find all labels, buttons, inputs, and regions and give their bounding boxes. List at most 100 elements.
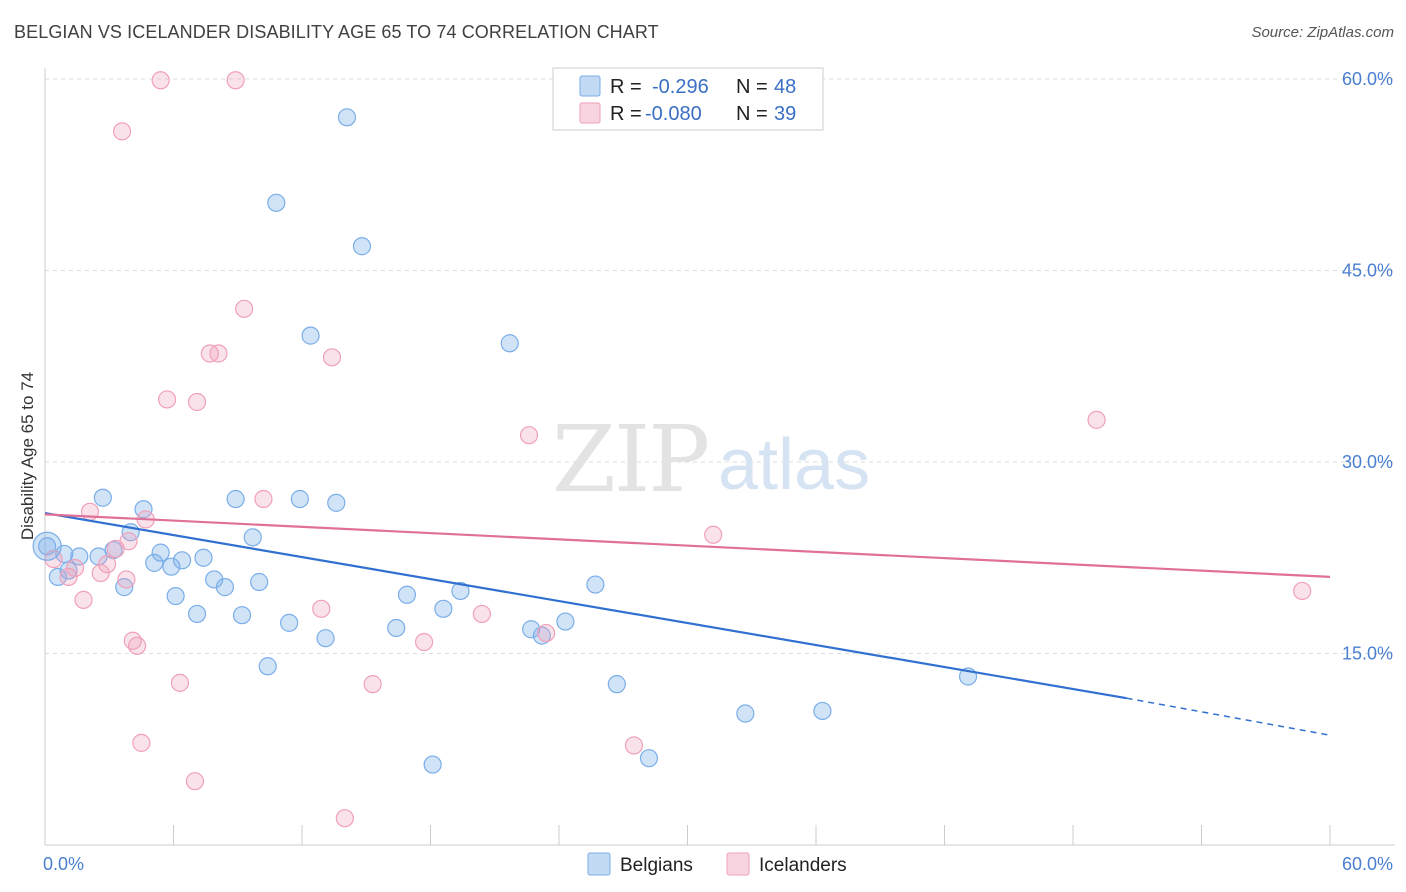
point-icelanders-18 bbox=[185, 772, 205, 791]
point-belgians-36 bbox=[434, 599, 453, 618]
bottom-legend: Belgians Icelanders bbox=[587, 852, 847, 876]
point-belgians-13 bbox=[162, 557, 181, 576]
point-belgians-41 bbox=[556, 612, 575, 631]
y-tick-label-60: 60.0% bbox=[1342, 69, 1393, 89]
point-icelanders-36 bbox=[1293, 581, 1312, 601]
point-icelanders-16 bbox=[157, 390, 177, 409]
point-belgians-24 bbox=[258, 657, 277, 676]
point-belgians-39 bbox=[522, 620, 541, 639]
point-belgians-19 bbox=[215, 578, 234, 597]
point-belgians-29 bbox=[316, 629, 335, 648]
point-belgians-2 bbox=[55, 544, 74, 564]
watermark-zip: ZIP bbox=[552, 406, 708, 513]
point-icelanders-33 bbox=[624, 736, 644, 755]
point-belgians-17 bbox=[194, 548, 213, 567]
point-icelanders-22 bbox=[226, 71, 245, 90]
legend-box: R = -0.296 N = 48 R = -0.080 N = 39 bbox=[552, 67, 824, 131]
point-icelanders-23 bbox=[235, 299, 254, 318]
chart-title: BELGIAN VS ICELANDER DISABILITY AGE 65 T… bbox=[14, 22, 659, 42]
grid-lines bbox=[45, 78, 1395, 654]
bottom-legend-swatch-icelanders bbox=[726, 852, 750, 876]
point-icelanders-13 bbox=[132, 733, 151, 752]
point-icelanders-30 bbox=[472, 604, 491, 624]
legend-r-value-belgians: -0.296 bbox=[652, 76, 709, 98]
y-axis-label: Disability Age 65 to 74 bbox=[18, 372, 37, 540]
x-tick-label-60: 60.0% bbox=[1342, 854, 1393, 874]
point-belgians-42 bbox=[586, 575, 605, 594]
point-icelanders-25 bbox=[312, 599, 331, 618]
axes bbox=[44, 68, 1395, 846]
point-icelanders-24 bbox=[254, 489, 273, 509]
point-belgians-28 bbox=[301, 326, 320, 345]
point-belgians-23 bbox=[250, 572, 269, 592]
point-belgians-25 bbox=[267, 193, 286, 212]
legend-frame bbox=[552, 67, 824, 131]
legend-n-label-icelanders: N = bbox=[736, 103, 768, 125]
source-label: Source: ZipAtlas.com bbox=[1251, 24, 1394, 41]
legend-n-value-belgians: 48 bbox=[774, 76, 796, 98]
y-tick-label-45: 45.0% bbox=[1342, 261, 1393, 281]
point-icelanders-17 bbox=[170, 673, 190, 692]
watermark: ZIP atlas bbox=[552, 406, 870, 513]
trend-line-icelanders bbox=[44, 513, 1331, 578]
point-belgians-12 bbox=[151, 543, 170, 562]
point-icelanders-21 bbox=[209, 344, 228, 363]
watermark-atlas: atlas bbox=[718, 425, 870, 505]
point-belgians-37 bbox=[451, 581, 470, 601]
point-icelanders-1 bbox=[59, 567, 78, 587]
point-icelanders-9 bbox=[117, 570, 136, 589]
point-belgians-11 bbox=[145, 553, 164, 572]
point-belgians-44 bbox=[639, 749, 659, 768]
point-icelanders-35 bbox=[1087, 410, 1106, 429]
y-tick-label-15: 15.0% bbox=[1342, 644, 1393, 664]
point-belgians-20 bbox=[226, 489, 245, 509]
bottom-legend-label-belgians: Belgians bbox=[620, 855, 693, 876]
legend-swatch-belgians bbox=[579, 75, 601, 97]
point-belgians-22 bbox=[243, 528, 262, 547]
legend-r-label-icelanders: R = bbox=[610, 103, 642, 125]
legend-swatch-icelanders bbox=[579, 102, 601, 124]
point-icelanders-31 bbox=[519, 426, 539, 445]
point-icelanders-5 bbox=[91, 563, 110, 583]
legend-n-label-belgians: N = bbox=[736, 76, 768, 98]
point-icelanders-15 bbox=[151, 71, 170, 90]
point-belgians-15 bbox=[172, 551, 192, 570]
trend-lines bbox=[44, 511, 1331, 736]
y-tick-labels: 15.0% 30.0% 45.0% 60.0% bbox=[1342, 69, 1393, 664]
point-icelanders-29 bbox=[414, 632, 434, 652]
legend-n-value-icelanders: 39 bbox=[774, 103, 796, 125]
x-tick-label-0: 0.0% bbox=[43, 854, 84, 874]
point-belgians-27 bbox=[290, 489, 309, 509]
point-belgians-4 bbox=[70, 547, 89, 566]
point-belgians-45 bbox=[736, 704, 755, 723]
point-icelanders-32 bbox=[537, 623, 556, 643]
bottom-legend-swatch-belgians bbox=[587, 852, 611, 876]
point-belgians-31 bbox=[337, 108, 357, 127]
point-belgians-32 bbox=[352, 237, 372, 256]
legend-r-label-belgians: R = bbox=[610, 76, 642, 98]
point-icelanders-34 bbox=[704, 525, 723, 544]
point-icelanders-8 bbox=[112, 122, 132, 141]
bottom-legend-label-icelanders: Icelanders bbox=[759, 855, 847, 876]
point-icelanders-2 bbox=[65, 558, 85, 578]
point-icelanders-6 bbox=[98, 555, 117, 574]
point-belgians-43 bbox=[607, 675, 626, 694]
point-icelanders-27 bbox=[335, 809, 354, 828]
point-belgians-6 bbox=[93, 488, 112, 507]
point-belgians-34 bbox=[397, 585, 417, 604]
point-belgians-38 bbox=[500, 334, 519, 353]
point-icelanders-12 bbox=[127, 636, 147, 655]
trend-extension-belgians bbox=[1126, 697, 1331, 736]
point-belgians-14 bbox=[166, 586, 185, 606]
point-icelanders-10 bbox=[119, 532, 138, 551]
point-belgians-33 bbox=[387, 618, 406, 638]
point-icelanders-3 bbox=[74, 590, 93, 609]
point-belgians-16 bbox=[187, 604, 207, 624]
point-belgians-large bbox=[32, 531, 62, 561]
point-icelanders-28 bbox=[363, 675, 382, 694]
point-icelanders-19 bbox=[187, 392, 207, 412]
trend-line-belgians bbox=[44, 511, 1127, 700]
legend-r-value-icelanders: -0.080 bbox=[645, 103, 702, 125]
point-belgians-1 bbox=[48, 567, 67, 587]
y-tick-label-30: 30.0% bbox=[1342, 452, 1393, 472]
